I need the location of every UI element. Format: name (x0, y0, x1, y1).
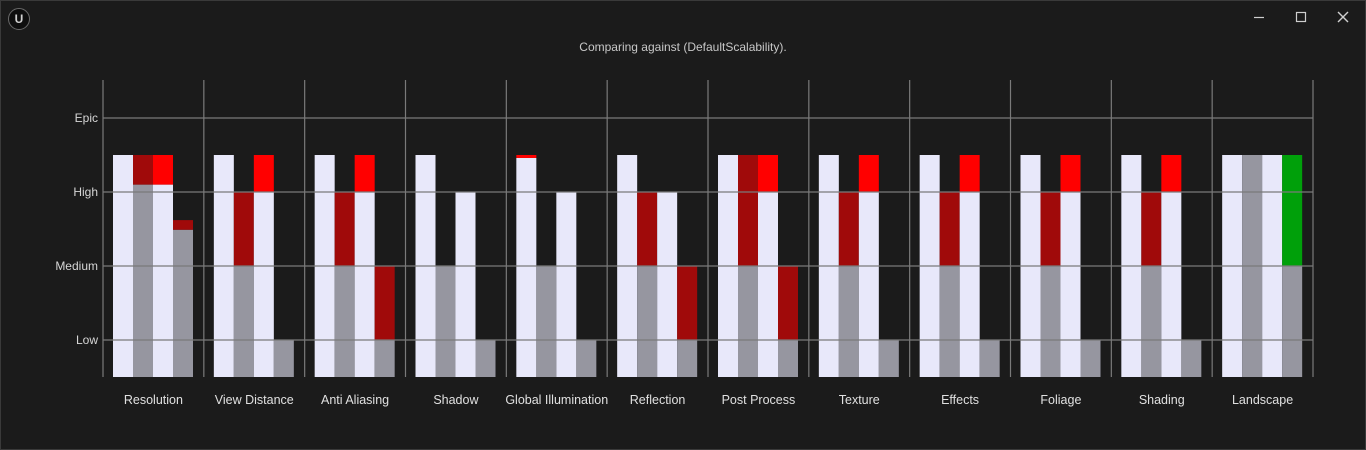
bar-global-illumination-2 (556, 192, 577, 377)
bar-anti-aliasing-3 (374, 340, 395, 377)
bar-shading-1 (1141, 266, 1162, 377)
bar-landscape-3 (1282, 266, 1303, 377)
bar-diff-anti-aliasing-3 (374, 266, 395, 340)
bar-anti-aliasing-1 (334, 266, 355, 377)
bar-diff-post-process-2 (758, 155, 778, 192)
close-icon (1337, 11, 1349, 23)
bar-diff-resolution-1 (133, 155, 153, 185)
bar-global-illumination-0 (516, 157, 537, 377)
bar-diff-effects-2 (959, 155, 980, 192)
bar-diff-shading-1 (1141, 192, 1162, 266)
level-label-low: Low (76, 333, 98, 347)
category-label-texture: Texture (839, 393, 880, 407)
category-label-anti-aliasing: Anti Aliasing (321, 393, 389, 407)
minimize-button[interactable] (1241, 4, 1277, 30)
level-label-high: High (73, 185, 98, 199)
bar-resolution-1 (133, 184, 153, 377)
comparison-subtitle: Comparing against (DefaultScalability). (579, 40, 787, 54)
bar-texture-2 (858, 192, 879, 377)
bar-shadow-2 (455, 192, 476, 377)
bar-effects-1 (939, 266, 960, 377)
maximize-button[interactable] (1283, 4, 1319, 30)
bar-reflection-1 (637, 266, 658, 377)
bar-shading-2 (1161, 192, 1182, 377)
bar-diff-effects-1 (939, 192, 960, 266)
bar-diff-shading-2 (1161, 155, 1182, 192)
bar-diff-resolution-3 (173, 220, 193, 230)
bar-effects-3 (979, 340, 1000, 377)
category-label-shading: Shading (1139, 393, 1185, 407)
bar-diff-view-distance-2 (253, 155, 274, 192)
category-label-landscape: Landscape (1232, 393, 1293, 407)
bar-view-distance-1 (233, 266, 254, 377)
bar-global-illumination-3 (576, 340, 597, 377)
category-label-foliage: Foliage (1040, 393, 1081, 407)
bar-diff-anti-aliasing-1 (334, 192, 355, 266)
bar-shadow-3 (475, 340, 496, 377)
bar-texture-3 (878, 340, 899, 377)
category-label-effects: Effects (941, 393, 979, 407)
bar-diff-global-illumination-0 (516, 155, 537, 158)
bar-diff-texture-2 (858, 155, 879, 192)
bar-diff-resolution-2 (153, 155, 173, 185)
bar-foliage-1 (1040, 266, 1061, 377)
title-bar[interactable]: U (1, 1, 1365, 35)
bar-view-distance-2 (253, 192, 274, 377)
logo-glyph: U (14, 12, 24, 26)
bar-shading-3 (1181, 340, 1202, 377)
bar-diff-view-distance-1 (233, 192, 254, 266)
maximize-icon (1295, 11, 1307, 23)
bar-view-distance-3 (273, 340, 294, 377)
category-label-shadow: Shadow (433, 393, 479, 407)
bar-diff-anti-aliasing-2 (354, 155, 375, 192)
bar-texture-1 (838, 266, 859, 377)
bar-reflection-3 (677, 340, 698, 377)
minimize-icon (1254, 16, 1264, 19)
bar-post-process-1 (738, 266, 758, 377)
category-label-post-process: Post Process (722, 393, 796, 407)
category-label-resolution: Resolution (124, 393, 183, 407)
bar-diff-reflection-1 (637, 192, 658, 266)
level-label-epic: Epic (75, 111, 98, 125)
bar-reflection-2 (657, 192, 678, 377)
bar-effects-2 (959, 192, 980, 377)
level-label-medium: Medium (55, 259, 98, 273)
bar-diff-post-process-1 (738, 155, 758, 266)
bar-diff-landscape-3 (1282, 155, 1303, 266)
bar-global-illumination-1 (536, 266, 557, 377)
category-label-reflection: Reflection (630, 393, 686, 407)
bar-foliage-2 (1060, 192, 1081, 377)
category-label-global-illumination: Global Illumination (505, 393, 608, 407)
bar-post-process-2 (758, 192, 778, 377)
unreal-logo-icon: U (8, 8, 30, 30)
bar-foliage-3 (1080, 340, 1101, 377)
close-button[interactable] (1325, 4, 1361, 30)
bar-diff-foliage-1 (1040, 192, 1061, 266)
category-label-view-distance: View Distance (215, 393, 294, 407)
bar-post-process-3 (778, 340, 798, 377)
bar-shadow-1 (435, 266, 456, 377)
bar-diff-texture-1 (838, 192, 859, 266)
bar-resolution-2 (153, 184, 173, 377)
bar-anti-aliasing-2 (354, 192, 375, 377)
bar-diff-foliage-2 (1060, 155, 1081, 192)
bar-diff-reflection-3 (677, 266, 698, 340)
bar-resolution-3 (173, 229, 193, 377)
bar-diff-post-process-3 (778, 266, 798, 340)
